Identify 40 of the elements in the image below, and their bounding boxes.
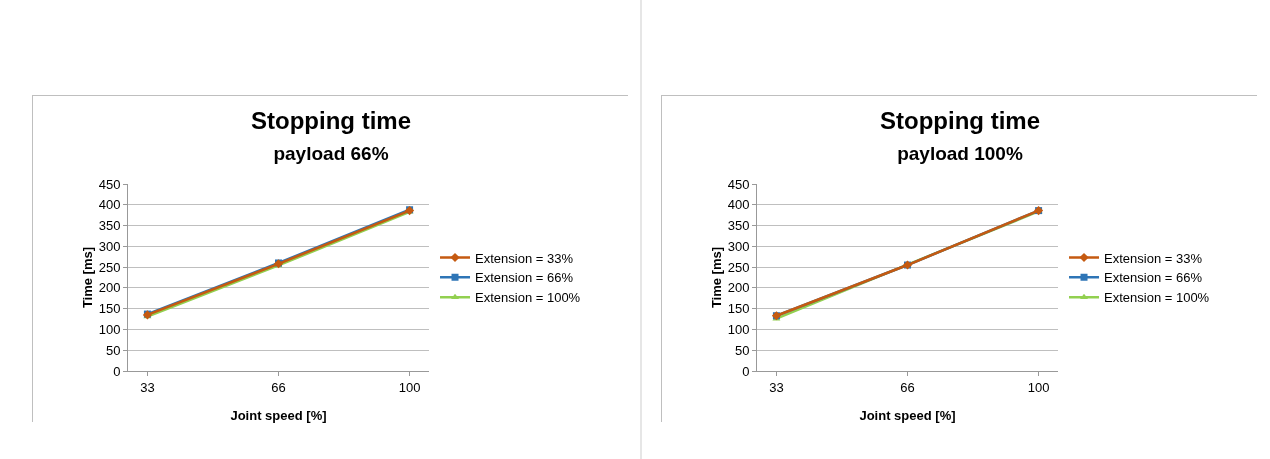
y-tick-label: 250	[98, 259, 121, 275]
x-tick-label: 100	[398, 379, 421, 395]
y-tick-label: 0	[113, 363, 121, 379]
chart-title: Stopping time	[251, 106, 411, 134]
legend-label: Extension = 100%	[475, 290, 581, 306]
x-axis-title: Joint speed [%]	[230, 408, 327, 423]
legend-label: Extension = 66%	[1104, 270, 1203, 286]
y-tick-label: 300	[98, 238, 121, 254]
y-tick-label: 200	[98, 280, 121, 296]
y-tick-label: 350	[98, 218, 121, 234]
x-tick-label: 100	[1027, 379, 1050, 395]
y-tick-label: 0	[742, 363, 750, 379]
y-tick-label: 450	[727, 176, 750, 192]
x-tick-label: 66	[271, 379, 286, 395]
chart-subtitle: payload 100%	[897, 142, 1023, 164]
x-tick-label: 33	[769, 379, 784, 395]
y-tick-label: 50	[734, 342, 750, 358]
x-tick-label: 66	[900, 379, 915, 395]
y-tick-label: 100	[98, 321, 121, 337]
y-tick-label: 450	[98, 176, 121, 192]
y-tick-label: 200	[727, 280, 750, 296]
y-tick-label: 50	[105, 342, 121, 358]
chart-subtitle: payload 66%	[273, 142, 389, 164]
y-tick-label: 150	[727, 301, 750, 317]
y-axis-title: Time [ms]	[709, 246, 724, 309]
legend-label: Extension = 100%	[1104, 290, 1210, 306]
y-tick-label: 350	[727, 218, 750, 234]
x-axis-title: Joint speed [%]	[859, 408, 956, 423]
x-tick-label: 33	[140, 379, 155, 395]
y-tick-label: 150	[98, 301, 121, 317]
y-tick-label: 250	[727, 259, 750, 275]
chart-title: Stopping time	[880, 106, 1040, 134]
legend-label: Extension = 66%	[475, 270, 574, 286]
y-tick-label: 300	[727, 238, 750, 254]
y-tick-label: 400	[98, 197, 121, 213]
legend-label: Extension = 33%	[1104, 250, 1203, 266]
y-tick-label: 100	[727, 321, 750, 337]
y-tick-label: 400	[727, 197, 750, 213]
y-axis-title: Time [ms]	[80, 246, 95, 309]
legend-label: Extension = 33%	[475, 250, 574, 266]
